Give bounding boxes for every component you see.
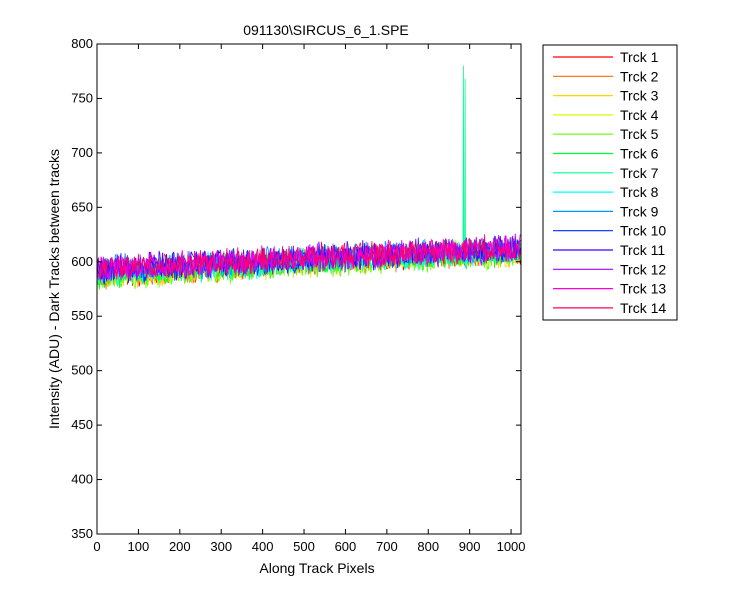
y-tick-label: 750 (71, 90, 93, 105)
x-tick-label: 100 (128, 539, 150, 554)
legend-label: Trck 4 (620, 107, 659, 123)
x-tick-label: 700 (376, 539, 398, 554)
legend-label: Trck 8 (620, 184, 659, 200)
y-tick-label: 650 (71, 199, 93, 214)
legend-label: Trck 14 (620, 300, 666, 316)
y-tick-label: 500 (71, 363, 93, 378)
y-tick-label: 550 (71, 308, 93, 323)
y-axis-ticks: 350 400 450 500 550 600 650 700 750 800 (71, 36, 521, 541)
y-tick-label: 700 (71, 145, 93, 160)
x-axis-ticks: 0 100 200 300 400 500 600 700 800 900 1000 (93, 44, 526, 554)
legend-label: Trck 12 (620, 261, 666, 277)
plot-frame (96, 43, 522, 535)
x-tick-label: 400 (252, 539, 274, 554)
y-axis-label: Intensity (ADU) - Dark Tracks between tr… (46, 149, 62, 429)
series-line-14 (96, 234, 521, 280)
legend-label: Trck 1 (620, 49, 659, 65)
x-tick-label: 0 (93, 539, 100, 554)
y-tick-label: 350 (71, 526, 93, 541)
x-tick-label: 800 (417, 539, 439, 554)
x-tick-label: 600 (335, 539, 357, 554)
legend-box (542, 44, 678, 321)
x-tick-label: 300 (210, 539, 232, 554)
x-axis-label: Along Track Pixels (259, 560, 374, 576)
series-line-13 (96, 234, 521, 281)
x-tick-label: 500 (293, 539, 315, 554)
legend: Trck 1 Trck 2 Trck 3 Trck 4 Trck 5 Trck 6 Trck… (542, 44, 678, 321)
legend-label: Trck 5 (620, 126, 659, 142)
legend-label: Trck 3 (620, 88, 659, 104)
y-tick-label: 450 (71, 417, 93, 432)
legend-label: Trck 13 (620, 281, 666, 297)
x-tick-label: 900 (459, 539, 481, 554)
chart-title: 091130\SIRCUS_6_1.SPE (243, 22, 409, 38)
legend-label: Trck 11 (620, 242, 665, 258)
legend-label: Trck 10 (620, 223, 666, 239)
series-layer (96, 65, 521, 290)
legend-items: Trck 1 Trck 2 Trck 3 Trck 4 Trck 5 Trck 6 Trck… (553, 49, 666, 316)
legend-label: Trck 7 (620, 165, 659, 181)
y-tick-label: 800 (71, 36, 93, 51)
x-tick-label: 1000 (497, 539, 526, 554)
y-tick-label: 400 (71, 472, 93, 487)
legend-label: Trck 9 (620, 203, 659, 219)
x-tick-label: 200 (169, 539, 191, 554)
legend-label: Trck 2 (620, 68, 659, 84)
plot-area (97, 44, 521, 534)
y-tick-label: 600 (71, 254, 93, 269)
legend-label: Trck 6 (620, 146, 659, 162)
